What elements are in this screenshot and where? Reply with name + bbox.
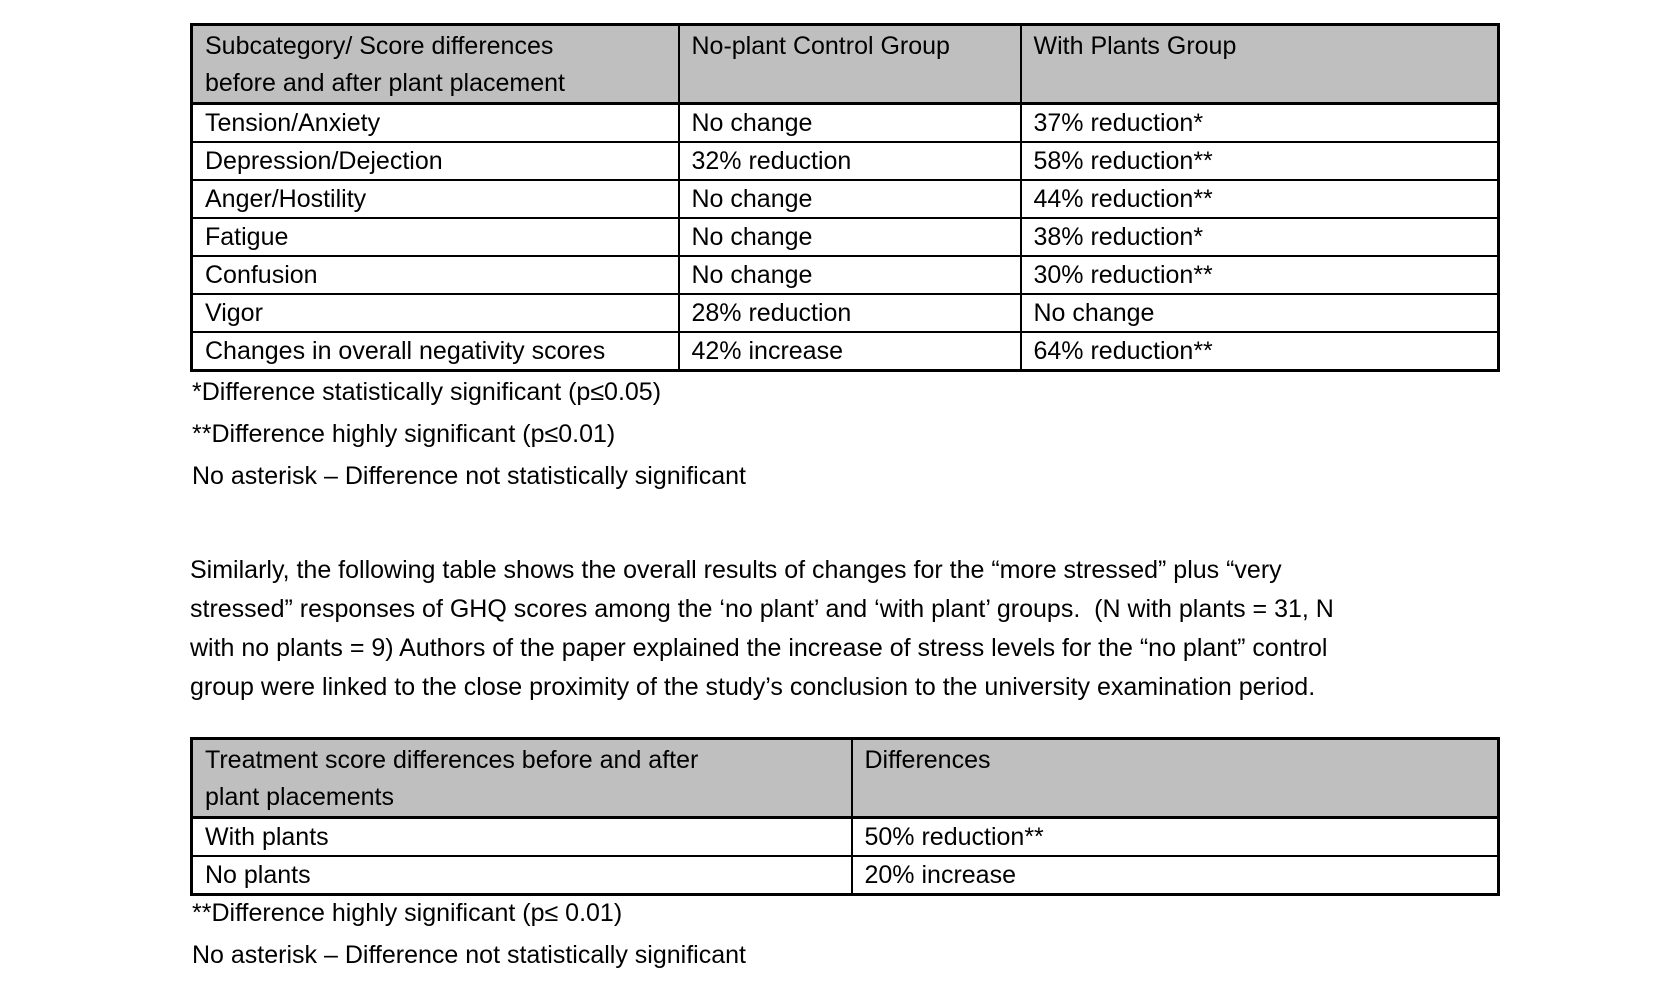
table2-footnotes: **Difference highly significant (p≤ 0.01… [192, 892, 746, 976]
table-cell: No change [677, 102, 1022, 143]
table-row: Anger/Hostility No change 44% reduction*… [190, 179, 1500, 219]
footnote-highly-significant: **Difference highly significant (p≤0.01) [192, 420, 616, 448]
table-cell: Tension/Anxiety [190, 102, 680, 143]
ghq-treatment-table: Treatment score differences before and a… [190, 737, 1500, 896]
header-treatment-score-differences: Treatment score differences before and a… [190, 737, 853, 819]
table-row: Depression/Dejection 32% reduction 58% r… [190, 141, 1500, 181]
table-cell: Depression/Dejection [190, 141, 680, 181]
table-cell: Vigor [190, 293, 680, 333]
table-cell: Confusion [190, 255, 680, 295]
table-cell: No change [677, 179, 1022, 219]
table-cell: No change [677, 255, 1022, 295]
body-paragraph: Similarly, the following table shows the… [190, 556, 1334, 701]
table-row: No plants 20% increase [190, 855, 1500, 896]
table-cell: 28% reduction [677, 293, 1022, 333]
footnote-no-asterisk: No asterisk – Difference not statistical… [192, 462, 746, 490]
footnote-no-asterisk: No asterisk – Difference not statistical… [192, 941, 746, 969]
table-cell: Fatigue [190, 217, 680, 257]
table-cell: No change [677, 217, 1022, 257]
table1-footnotes: *Difference statistically significant (p… [192, 371, 746, 497]
table-row: Vigor 28% reduction No change [190, 293, 1500, 333]
table-header-row: Treatment score differences before and a… [190, 737, 1500, 819]
table-cell: 37% reduction* [1019, 102, 1500, 143]
table-cell: 64% reduction** [1019, 331, 1500, 372]
table-cell: 20% increase [850, 855, 1500, 896]
table-cell: 50% reduction** [850, 816, 1500, 857]
table-row: Changes in overall negativity scores 42%… [190, 331, 1500, 372]
table-cell: 30% reduction** [1019, 255, 1500, 295]
table-cell: 38% reduction* [1019, 217, 1500, 257]
table-cell: 44% reduction** [1019, 179, 1500, 219]
table-cell: No plants [190, 855, 853, 896]
table-row: With plants 50% reduction** [190, 816, 1500, 857]
footnote-statistically-significant: *Difference statistically significant (p… [192, 378, 662, 406]
header-subcategory: Subcategory/ Score differences before an… [190, 23, 680, 105]
header-with-plants-group: With Plants Group [1019, 23, 1500, 105]
table-cell: 32% reduction [677, 141, 1022, 181]
table-cell: 42% increase [677, 331, 1022, 372]
header-differences: Differences [850, 737, 1500, 819]
table-cell: 58% reduction** [1019, 141, 1500, 181]
table-cell: Changes in overall negativity scores [190, 331, 680, 372]
table-cell: With plants [190, 816, 853, 857]
header-no-plant-group: No-plant Control Group [677, 23, 1022, 105]
table-row: Tension/Anxiety No change 37% reduction* [190, 102, 1500, 143]
table-row: Fatigue No change 38% reduction* [190, 217, 1500, 257]
table-cell: Anger/Hostility [190, 179, 680, 219]
table-header-row: Subcategory/ Score differences before an… [190, 23, 1500, 105]
table-cell: No change [1019, 293, 1500, 333]
poms-score-table: Subcategory/ Score differences before an… [190, 23, 1500, 372]
footnote-highly-significant: **Difference highly significant (p≤ 0.01… [192, 899, 623, 927]
table-row: Confusion No change 30% reduction** [190, 255, 1500, 295]
